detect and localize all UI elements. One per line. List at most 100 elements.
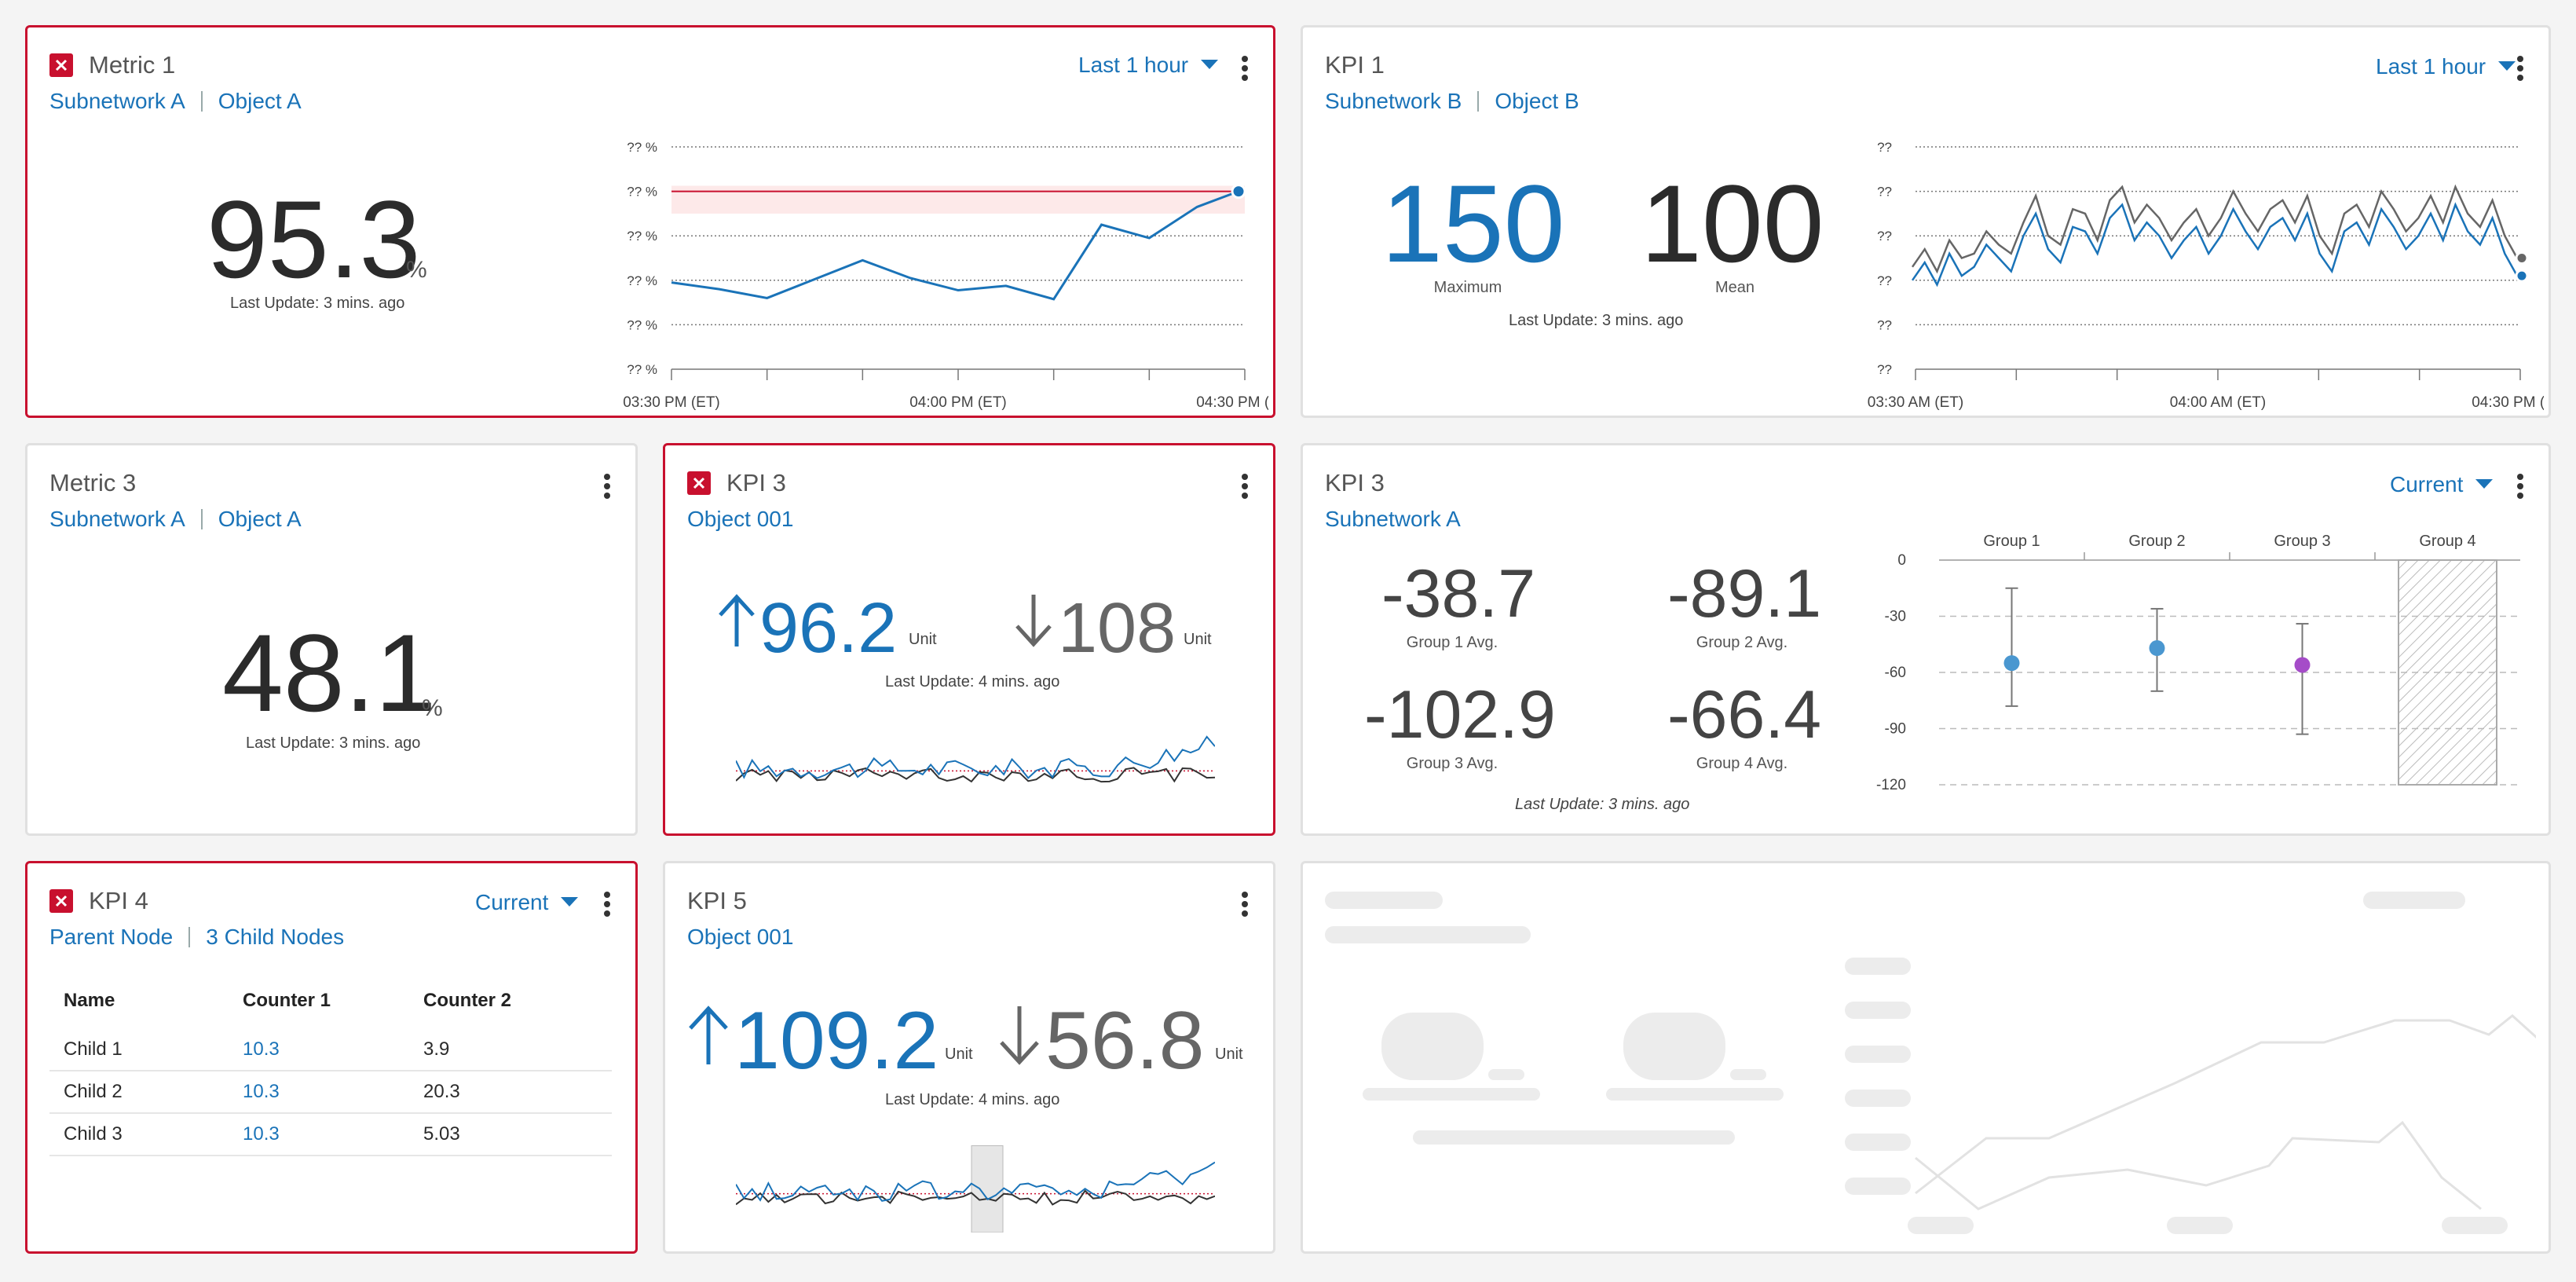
current-label: Current xyxy=(475,890,549,914)
series-line xyxy=(736,767,1215,783)
table-row[interactable]: Child 2 10.3 20.3 xyxy=(49,1071,612,1114)
data-point xyxy=(2294,657,2311,673)
series-line xyxy=(1911,202,2519,288)
y-tick-label: -60 xyxy=(1885,665,1906,681)
y-tick-label: -30 xyxy=(1885,609,1906,625)
kpi3-object-card[interactable]: KPI 3 Object 001 96.2 Unit 108 Unit Last… xyxy=(663,443,1275,836)
table-row[interactable]: Child 1 10.3 3.9 xyxy=(49,1028,612,1071)
group1-avg-value: -38.7 xyxy=(1381,556,1536,632)
current-label: Current xyxy=(2390,472,2464,496)
column-header-counter1[interactable]: Counter 1 xyxy=(243,990,331,1011)
caret-down-icon xyxy=(2475,479,2494,489)
subnetwork-link[interactable]: Subnetwork A xyxy=(1325,507,1461,531)
x-tick-label: 03:30 PM (ET) xyxy=(623,394,720,411)
skeleton-tick xyxy=(1845,958,1911,975)
kpi5-card[interactable]: KPI 5 Object 001 109.2 Unit 56.8 Unit La… xyxy=(663,861,1275,1254)
latest-point xyxy=(2515,269,2529,283)
data-point xyxy=(2149,640,2165,657)
more-options-icon[interactable] xyxy=(2505,469,2536,504)
metric3-card[interactable]: Metric 3 Subnetwork A Object A 48.1 % La… xyxy=(25,443,638,836)
arrow-down-icon xyxy=(1015,595,1052,647)
series-line xyxy=(1911,184,2519,274)
subnetwork-link[interactable]: Subnetwork A xyxy=(49,89,185,113)
table-row[interactable]: Child 3 10.3 5.03 xyxy=(49,1113,612,1156)
more-options-icon[interactable] xyxy=(591,887,623,921)
arrow-down-icon xyxy=(1000,1006,1039,1065)
object-link[interactable]: Object A xyxy=(218,507,302,531)
object-link[interactable]: Object 001 xyxy=(687,507,794,531)
time-range-label: Last 1 hour xyxy=(1078,53,1189,77)
series-line xyxy=(736,1189,1215,1206)
down-unit: Unit xyxy=(1215,1046,1243,1063)
more-options-icon[interactable] xyxy=(591,469,623,504)
skeleton-line xyxy=(1915,1120,2482,1211)
last-update: Last Update: 3 mins. ago xyxy=(1509,312,1684,329)
group3-avg-value: -102.9 xyxy=(1364,677,1556,753)
cell-counter1[interactable]: 10.3 xyxy=(229,1113,409,1156)
y-tick-label: ?? % xyxy=(627,273,657,288)
separator xyxy=(188,927,191,947)
mean-label: Mean xyxy=(1714,279,1755,296)
card-title: KPI 4 xyxy=(89,887,148,914)
metric1-card[interactable]: Metric 1 Subnetwork A Object A Last 1 ho… xyxy=(25,25,1275,418)
cell-counter1[interactable]: 10.3 xyxy=(229,1028,409,1071)
last-update: Last Update: 4 mins. ago xyxy=(885,1091,1060,1108)
down-value: 56.8 xyxy=(1045,995,1205,1086)
error-icon xyxy=(49,889,73,913)
current-dropdown[interactable]: Current xyxy=(2390,472,2494,497)
object-link[interactable]: Object B xyxy=(1495,89,1579,113)
skeleton-update xyxy=(1413,1130,1735,1145)
down-unit: Unit xyxy=(1184,631,1212,648)
y-tick-label: 0 xyxy=(1897,552,1906,569)
current-dropdown[interactable]: Current xyxy=(475,890,579,915)
parent-node-link[interactable]: Parent Node xyxy=(49,925,174,949)
caret-down-icon xyxy=(1201,60,1219,69)
y-tick-label: ?? xyxy=(1877,362,1892,377)
child-nodes-link[interactable]: 3 Child Nodes xyxy=(206,925,345,949)
object-link[interactable]: Object 001 xyxy=(687,925,794,949)
y-tick-label: ?? % xyxy=(627,140,657,155)
y-tick-label: ?? xyxy=(1877,317,1892,332)
kpi1-title-row: KPI 1 xyxy=(1325,51,1385,79)
column-header-counter2[interactable]: Counter 2 xyxy=(423,990,512,1011)
subnetwork-link[interactable]: Subnetwork B xyxy=(1325,89,1462,113)
last-update: Last Update: 4 mins. ago xyxy=(885,673,1060,690)
latest-point xyxy=(2515,251,2529,265)
metric1-line-chart: ?? % ?? % ?? % ?? % ?? % ?? % 03:30 PM (ET) 04:… xyxy=(623,140,1268,411)
down-value: 108 xyxy=(1058,589,1176,668)
card-title: KPI 3 xyxy=(1325,469,1385,496)
maximum-label: Maximum xyxy=(1433,279,1502,296)
caret-down-icon xyxy=(561,897,579,907)
object-link[interactable]: Object A xyxy=(218,89,302,113)
skeleton-selector xyxy=(2363,892,2465,909)
more-options-icon[interactable] xyxy=(1229,51,1261,86)
time-range-dropdown[interactable]: Last 1 hour xyxy=(1078,53,1219,78)
series-line xyxy=(736,735,1215,779)
more-options-icon[interactable] xyxy=(1229,887,1261,921)
up-unit: Unit xyxy=(945,1046,973,1063)
kpi1-card[interactable]: KPI 1 Subnetwork B Object B Last 1 hour … xyxy=(1301,25,2551,418)
skeleton-tick xyxy=(1908,1217,1974,1234)
error-icon xyxy=(687,471,711,495)
metric-value: 48.1 xyxy=(222,611,437,734)
cell-counter2: 3.9 xyxy=(409,1028,612,1071)
skeleton-line xyxy=(1915,1014,2536,1195)
skeleton-chart xyxy=(1845,958,2536,1234)
category-label: Group 1 xyxy=(1983,533,2040,550)
more-options-icon[interactable] xyxy=(1229,469,1261,504)
cell-counter1[interactable]: 10.3 xyxy=(229,1071,409,1114)
separator xyxy=(200,509,203,529)
more-options-icon[interactable] xyxy=(2505,51,2536,86)
time-range-dropdown[interactable]: Last 1 hour xyxy=(2376,54,2516,79)
kpi5-title-row: KPI 5 xyxy=(687,887,747,915)
kpi4-card[interactable]: KPI 4 Parent Node 3 Child Nodes Current … xyxy=(25,861,638,1254)
y-tick-label: ?? xyxy=(1877,273,1892,288)
separator xyxy=(200,91,203,112)
y-tick-label: -90 xyxy=(1885,721,1906,738)
column-header-name[interactable]: Name xyxy=(64,990,115,1011)
subnetwork-link[interactable]: Subnetwork A xyxy=(49,507,185,531)
skeleton-tick xyxy=(2167,1217,2233,1234)
cell-name: Child 2 xyxy=(49,1071,229,1114)
kpi3-groups-card[interactable]: KPI 3 Subnetwork A Current -38.7 Group 1… xyxy=(1301,443,2551,836)
kpi4-title-row: KPI 4 xyxy=(49,887,148,915)
